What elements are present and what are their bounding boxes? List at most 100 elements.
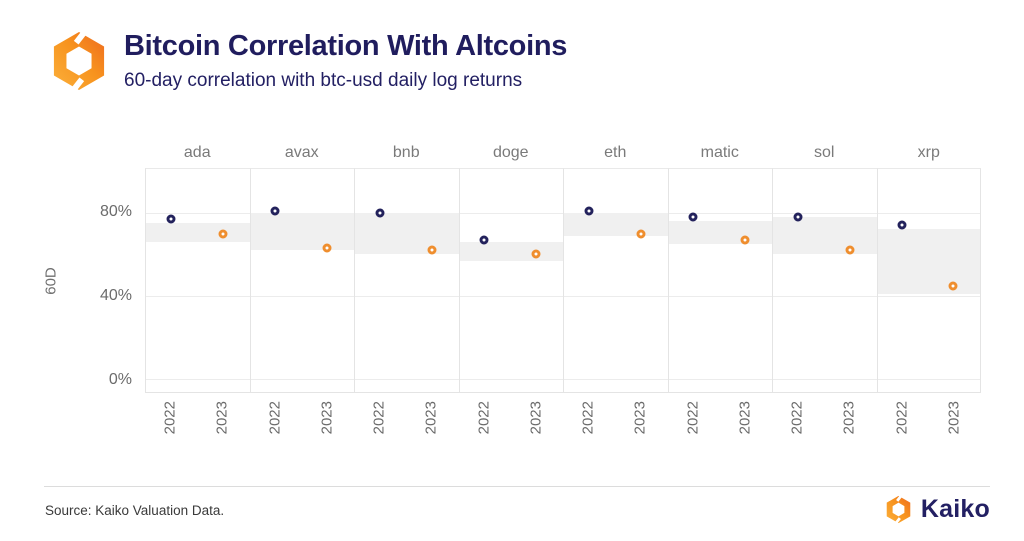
x-tick-label: 2022 [579,401,597,435]
x-tick-label: 2023 [945,401,963,435]
facet-label: bnb [392,144,420,161]
gridline [459,212,563,214]
facet-label: xrp [917,144,940,161]
kaiko-logo-icon [53,28,105,94]
facet-label: sol [814,144,835,161]
gridline [668,296,772,298]
facet-panel [249,168,354,393]
data-point-2023 [427,245,437,255]
gridline [250,296,354,298]
data-point-2023 [845,245,855,255]
x-tick-label: 2022 [788,401,806,435]
gridline [668,379,772,381]
y-tick-label: 0% [108,371,132,389]
y-tick-label: 80% [99,203,132,221]
x-axis-labels: 2022 2023 [250,393,355,453]
range-band [668,221,772,245]
x-tick-label: 2022 [475,401,493,435]
facet-bnb: bnb 2022 2023 [354,138,459,453]
brand-footer: Kaiko [883,494,990,525]
source-note: Source: Kaiko Valuation Data. [45,503,225,518]
x-axis-labels: 2022 2023 [354,393,459,453]
gridline [773,379,877,381]
x-tick-label: 2023 [318,401,336,435]
data-point-2022 [584,206,594,216]
range-band [877,229,980,295]
data-point-2023 [948,281,958,291]
gridline [459,379,563,381]
data-point-2023 [740,235,750,245]
gridline [564,379,668,381]
y-axis-title: 60D [40,168,62,393]
facet-label: doge [492,144,529,161]
gridline [564,296,668,298]
x-axis-labels: 2022 2023 [563,393,668,453]
range-band [355,212,459,255]
data-point-2022 [479,235,489,245]
kaiko-logo-icon-small [886,494,911,525]
data-point-2022 [270,206,280,216]
facet-ada: ada 2022 2023 [145,138,250,453]
data-point-2022 [897,220,907,230]
x-tick-label: 2022 [161,401,179,435]
facet-eth: eth 2022 2023 [563,138,668,453]
range-band [250,212,354,251]
facet-doge: doge 2022 2023 [458,138,563,453]
facets: ada 2022 2023 avax 2022 2023 bnb 2022 2023 doge 20… [145,138,981,453]
gridline [459,296,563,298]
gridline [355,296,459,298]
data-point-2023 [636,229,646,239]
data-point-2022 [375,208,385,218]
x-axis-labels: 2022 2023 [877,393,982,453]
x-axis-labels: 2022 2023 [772,393,877,453]
range-band [773,216,877,255]
x-tick-label: 2023 [527,401,545,435]
gridline [668,212,772,214]
facet-avax: avax 2022 2023 [249,138,355,453]
facet-label: matic [700,144,739,161]
facet-panel [354,168,459,393]
page-title: Bitcoin Correlation With Altcoins [124,30,568,62]
facet-panel [145,168,250,393]
x-tick-label: 2023 [422,401,440,435]
y-tick-label: 40% [99,287,132,305]
x-tick-label: 2023 [736,401,754,435]
facet-sol: sol 2022 2023 [772,138,877,453]
facet-label: ada [183,144,211,161]
range-band [564,212,668,236]
gridline [250,379,354,381]
y-axis-ticks: 0% 40% 80% [88,168,138,393]
x-tick-label: 2022 [893,401,911,435]
x-tick-label: 2023 [213,401,231,435]
gridline [355,379,459,381]
gridline [877,379,980,381]
x-axis-labels: 2022 2023 [145,393,250,453]
facet-panel [563,168,668,393]
facet-panel [458,168,563,393]
gridline [877,296,980,298]
gridline [773,296,877,298]
gridline [146,212,250,214]
gridline [877,212,980,214]
facet-panel [876,168,981,393]
facet-xrp: xrp 2022 2023 [876,138,982,453]
x-axis-labels: 2022 2023 [668,393,773,453]
range-band [459,241,563,261]
facet-matic: matic 2022 2023 [667,138,773,453]
gridline [146,296,250,298]
range-band [146,223,250,242]
x-tick-label: 2022 [266,401,284,435]
data-point-2023 [218,229,228,239]
data-point-2022 [688,212,698,222]
page-subtitle: 60-day correlation with btc-usd daily lo… [124,70,523,91]
y-axis-title-text: 60D [42,266,60,295]
facet-label: eth [604,144,627,161]
data-point-2023 [531,249,541,259]
x-tick-label: 2022 [684,401,702,435]
footer-divider [44,486,990,487]
brand-name: Kaiko [920,495,990,523]
gridline [773,212,877,214]
data-point-2022 [166,214,176,224]
x-tick-label: 2022 [370,401,388,435]
